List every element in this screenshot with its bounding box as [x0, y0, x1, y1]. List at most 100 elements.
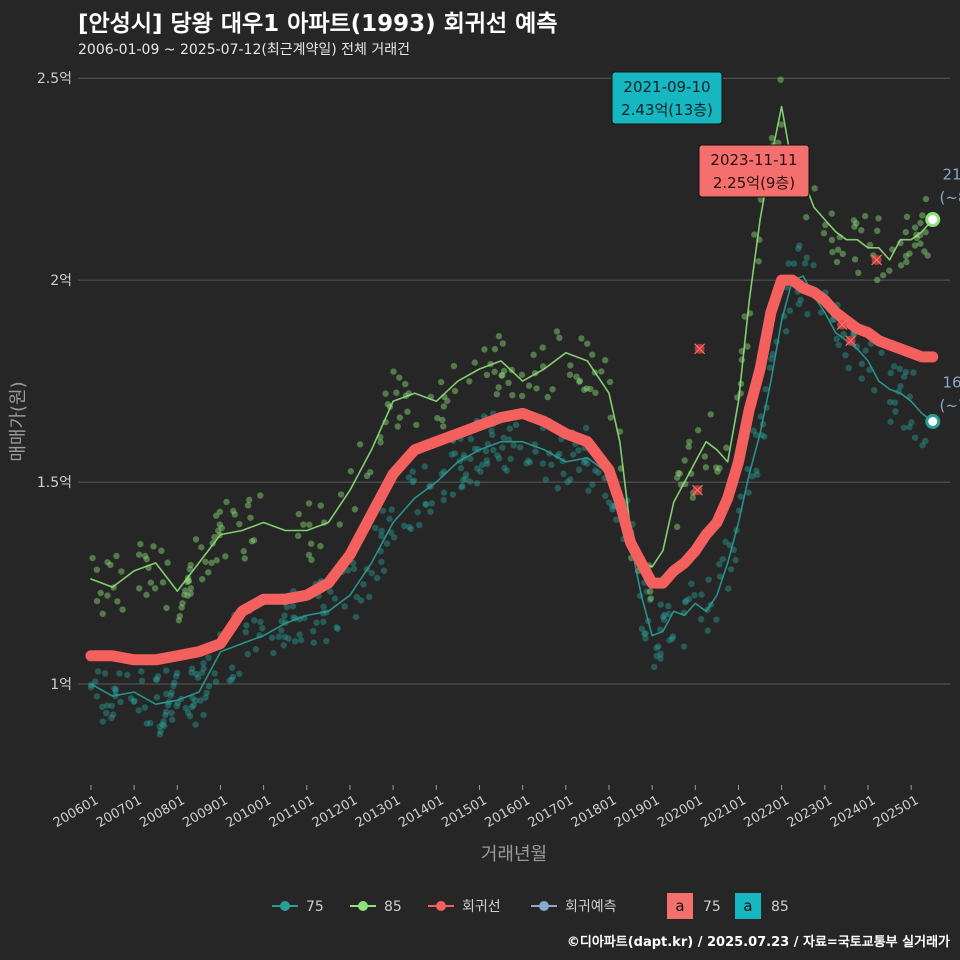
scatter-point-75 — [609, 502, 616, 510]
scatter-point-85 — [694, 427, 702, 434]
scatter-point-85 — [367, 468, 374, 476]
scatter-point-75 — [477, 468, 484, 475]
scatter-point-75 — [168, 689, 175, 696]
legend-box-key — [735, 893, 761, 919]
legend-label: 75 — [306, 899, 324, 915]
scatter-point-85 — [240, 548, 247, 555]
outlier-cross — [694, 343, 706, 355]
scatter-point-85 — [241, 555, 248, 562]
end-label-area: (~75㎡) — [940, 397, 960, 415]
scatter-point-85 — [211, 534, 218, 541]
scatter-point-85 — [396, 374, 403, 381]
scatter-point-85 — [802, 214, 810, 221]
scatter-point-75 — [143, 720, 151, 727]
scatter-point-85 — [689, 494, 697, 501]
scatter-point-85 — [218, 524, 225, 532]
scatter-point-75 — [296, 631, 303, 638]
scatter-point-75 — [499, 444, 506, 451]
scatter-point-75 — [229, 673, 237, 681]
scatter-point-75 — [127, 695, 135, 702]
scatter-point-85 — [580, 386, 588, 393]
scatter-point-85 — [305, 500, 313, 507]
scatter-point-85 — [866, 241, 874, 249]
scatter-point-85 — [606, 378, 614, 386]
scatter-point-85 — [897, 262, 905, 269]
scatter-point-85 — [141, 552, 149, 560]
legend-dot-key — [280, 901, 290, 911]
scatter-point-75 — [327, 588, 334, 595]
scatter-point-85 — [505, 379, 512, 387]
scatter-point-75 — [152, 676, 160, 683]
grid-layer — [78, 77, 950, 685]
scatter-point-75 — [313, 619, 320, 626]
scatter-point-85 — [777, 76, 784, 83]
x-axis-title: 거래년월 — [481, 844, 547, 865]
scatter-point-75 — [467, 455, 474, 463]
scatter-point-75 — [285, 635, 292, 642]
scatter-point-85 — [294, 532, 302, 540]
legend-box-glyph: a — [743, 897, 752, 915]
scatter-point-75 — [713, 616, 720, 623]
scatter-point-85 — [306, 521, 313, 528]
scatter-point-75 — [211, 670, 218, 677]
scatter-point-85 — [147, 579, 155, 586]
scatter-point-85 — [175, 617, 183, 624]
scatter-point-85 — [440, 423, 447, 430]
end-label-value: 16,511 — [942, 374, 960, 392]
scatter-point-75 — [680, 643, 688, 650]
scatter-point-75 — [548, 461, 555, 468]
scatter-point-75 — [281, 612, 288, 619]
scatter-point-75 — [655, 643, 662, 650]
scatter-point-75 — [291, 638, 299, 645]
scatter-point-75 — [732, 556, 739, 564]
scatter-point-85 — [714, 468, 721, 475]
scatter-point-85 — [187, 561, 194, 569]
scatter-point-75 — [366, 593, 373, 601]
annotation-layer: 21,500 (~85㎡) 16,511 (~75㎡) 2021-09-10 2.43억(… — [611, 71, 960, 415]
scatter-point-85 — [495, 332, 503, 340]
scatter-point-75 — [153, 694, 161, 701]
scatter-point-75 — [188, 665, 196, 673]
scatter-point-75 — [108, 714, 115, 722]
scatter-point-75 — [103, 702, 111, 709]
scatter-point-75 — [380, 567, 388, 574]
scatter-point-75 — [350, 565, 358, 572]
scatter-point-75 — [368, 569, 375, 577]
scatter-point-75 — [416, 521, 423, 529]
scatter-point-75 — [194, 674, 202, 681]
scatter-point-75 — [162, 711, 169, 719]
scatter-point-85 — [215, 527, 222, 534]
y-tick-label: 1.5억 — [37, 475, 72, 491]
end-label-value: 21,500 — [942, 166, 960, 184]
scatter-point-75 — [659, 613, 667, 620]
scatter-point-75 — [539, 460, 547, 467]
scatter-point-85 — [89, 554, 96, 562]
scatter-point-85 — [99, 610, 106, 617]
scatter-point-85 — [530, 351, 537, 359]
scatter-point-75 — [421, 463, 428, 470]
scatter-point-75 — [189, 694, 196, 702]
scatter-point-75 — [797, 296, 804, 304]
scatter-point-75 — [186, 712, 194, 720]
scatter-point-75 — [651, 663, 658, 671]
scatter-point-75 — [182, 704, 190, 712]
scatter-point-75 — [259, 625, 266, 632]
scatter-point-85 — [858, 227, 865, 234]
scatter-point-75 — [595, 469, 602, 476]
scatter-point-75 — [275, 633, 283, 640]
scatter-point-75 — [462, 475, 469, 482]
scatter-point-75 — [334, 625, 341, 632]
scatter-point-85 — [223, 498, 230, 506]
scatter-point-75 — [737, 493, 745, 500]
scatter-point-85 — [213, 557, 220, 564]
scatter-point-75 — [407, 525, 415, 533]
scatter-point-75 — [130, 698, 138, 705]
scatter-point-75 — [660, 616, 668, 623]
series-line-회귀선 — [85, 274, 939, 666]
scatter-point-85 — [202, 558, 209, 565]
x-tick-label: 200901 — [180, 793, 230, 831]
scatter-point-85 — [187, 590, 194, 597]
scatter-point-85 — [921, 248, 928, 255]
scatter-point-85 — [553, 328, 561, 335]
scatter-point-75 — [845, 364, 852, 372]
